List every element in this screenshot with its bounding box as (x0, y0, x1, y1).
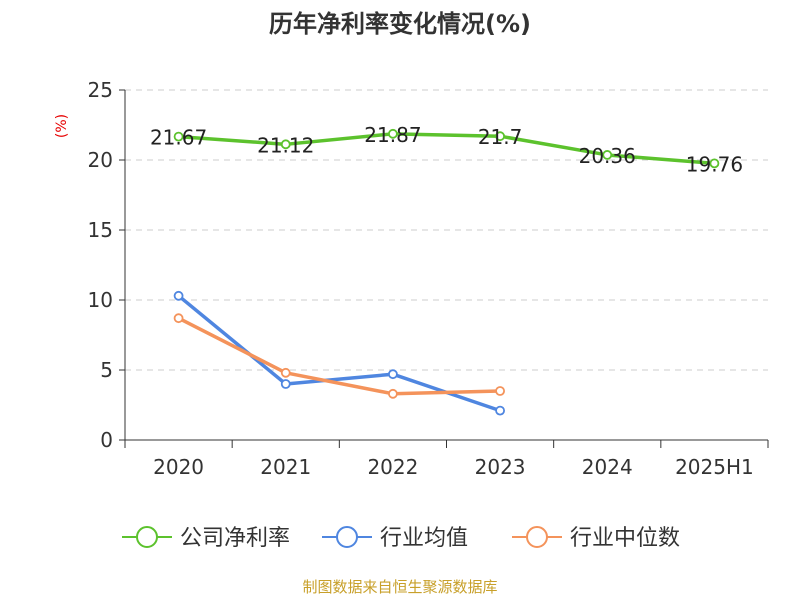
data-point (388, 388, 398, 399)
data-label: 21.7 (478, 125, 523, 149)
data-point (173, 313, 184, 324)
y-tick-label: 20 (88, 148, 113, 172)
series-line-2 (176, 316, 502, 396)
data-point (495, 131, 505, 142)
data-point (173, 131, 184, 142)
x-tick-label: 2025H1 (675, 455, 754, 479)
legend-label-0: 公司净利率 (180, 526, 290, 551)
legend-label-2: 行业中位数 (570, 526, 680, 551)
chart-title: 历年净利率变化情况(%) (269, 10, 531, 38)
data-label: 21.12 (257, 133, 314, 157)
data-point (280, 379, 291, 389)
data-label: 21.87 (364, 123, 421, 147)
data-point (280, 139, 291, 150)
data-label: 19.76 (686, 152, 743, 176)
data-point (495, 405, 505, 416)
data-point (495, 386, 505, 396)
legend-marker-0 (136, 526, 158, 548)
legend-label-1: 行业均值 (380, 526, 468, 551)
legend-marker-1 (336, 526, 358, 548)
series-line-0 (176, 132, 717, 166)
data-point (709, 158, 720, 169)
data-point (173, 290, 184, 301)
y-tick-label: 0 (100, 428, 113, 452)
y-tick-label: 10 (88, 288, 113, 312)
data-label: 21.67 (150, 126, 207, 150)
x-tick-label: 2021 (260, 455, 311, 479)
y-tick-label: 5 (100, 358, 113, 382)
data-point (388, 369, 398, 380)
y-tick-label: 25 (88, 78, 113, 102)
data-label: 20.36 (579, 144, 636, 168)
x-tick-label: 2024 (582, 455, 633, 479)
source-footer: 制图数据来自恒生聚源数据库 (302, 578, 497, 596)
y-axis-unit-label: (%) (54, 114, 70, 138)
y-tick-label: 15 (88, 218, 113, 242)
x-tick-label: 2023 (475, 455, 526, 479)
data-point (388, 128, 398, 139)
x-tick-label: 2020 (153, 455, 204, 479)
data-point (280, 367, 291, 378)
x-tick-label: 2022 (367, 455, 418, 479)
legend-marker-2 (526, 526, 548, 548)
data-point (602, 150, 613, 160)
